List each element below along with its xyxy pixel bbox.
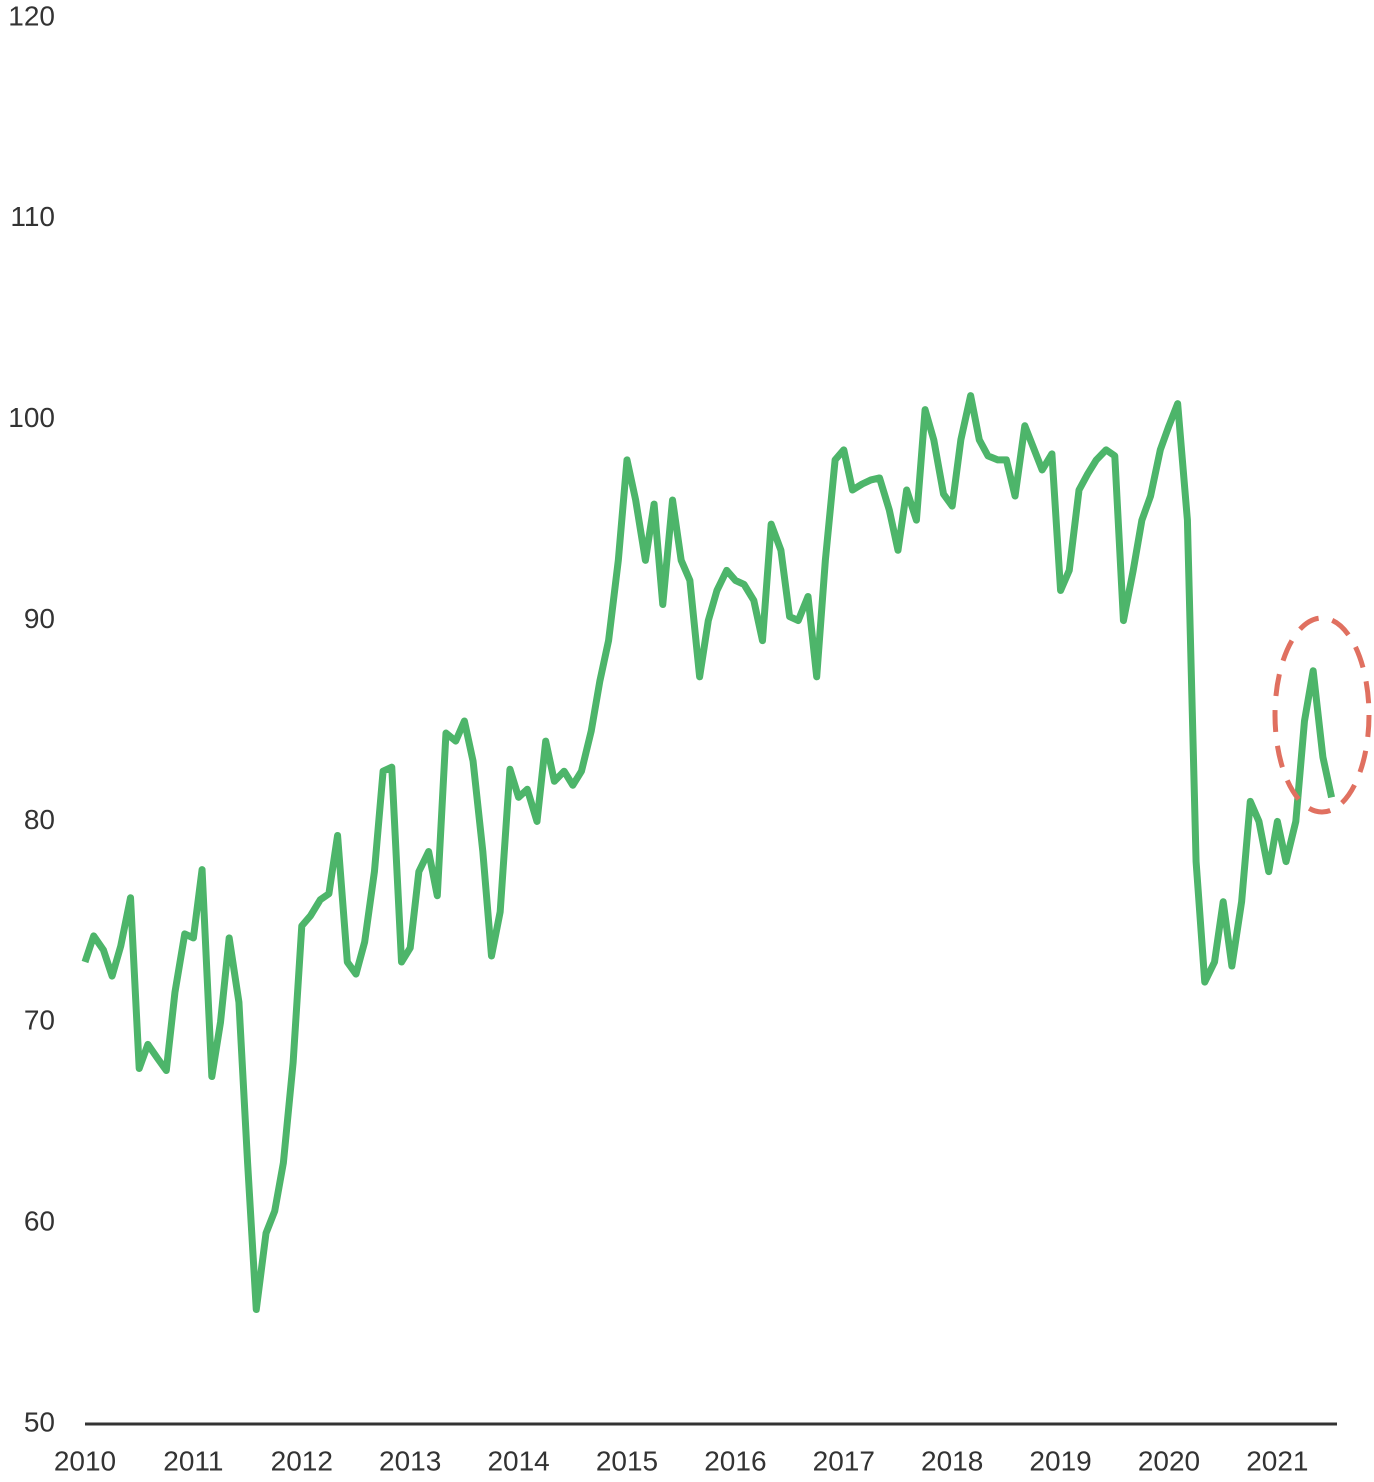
highlight-ellipse xyxy=(1272,615,1372,815)
x-tick-label: 2021 xyxy=(1246,1445,1308,1476)
x-tick-label: 2011 xyxy=(163,1445,223,1476)
y-tick-label: 50 xyxy=(24,1406,55,1437)
y-tick-label: 80 xyxy=(24,804,55,835)
x-tick-label: 2019 xyxy=(1029,1445,1091,1476)
x-tick-label: 2012 xyxy=(271,1445,333,1476)
y-tick-label: 90 xyxy=(24,603,55,634)
x-tick-label: 2014 xyxy=(487,1445,549,1476)
x-tick-label: 2016 xyxy=(704,1445,766,1476)
data-line xyxy=(81,392,1336,1314)
y-tick-label: 100 xyxy=(8,402,55,433)
x-tick-label: 2013 xyxy=(379,1445,441,1476)
x-tick-label: 2020 xyxy=(1138,1445,1200,1476)
y-tick-label: 110 xyxy=(10,201,55,232)
x-tick-label: 2017 xyxy=(813,1445,875,1476)
x-tick-label: 2018 xyxy=(921,1445,983,1476)
y-tick-label: 60 xyxy=(24,1206,55,1237)
y-tick-label: 120 xyxy=(8,0,55,31)
x-tick-label: 2015 xyxy=(596,1445,658,1476)
x-tick-label: 2010 xyxy=(54,1445,116,1476)
y-tick-label: 70 xyxy=(24,1005,55,1036)
